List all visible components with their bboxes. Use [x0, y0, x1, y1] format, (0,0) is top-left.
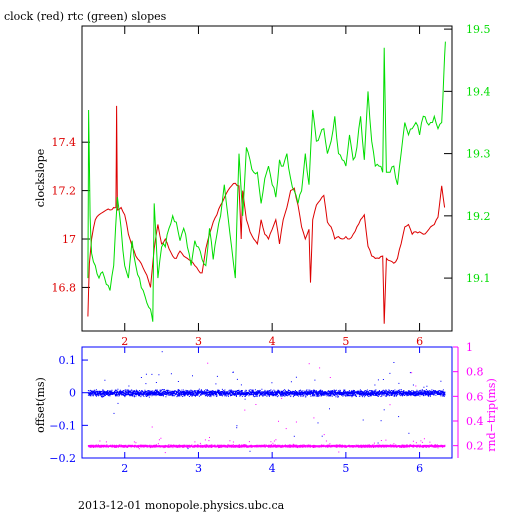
offset-outlier-point [401, 395, 403, 397]
offset-outlier-point [377, 442, 379, 444]
offset-outlier-point [236, 425, 238, 427]
rnd-trip-outlier-point [151, 426, 153, 428]
top-ylabel: clockslope [34, 149, 47, 207]
offset-outlier-point [329, 408, 330, 410]
offset-outlier-point [362, 419, 364, 421]
rnd-trip-outliers [138, 362, 439, 454]
rnd-trip-outlier-point [164, 452, 166, 454]
offset-outlier-point [380, 420, 382, 422]
rnd-trip-outlier-point [255, 404, 257, 405]
top-y2-tick-label: 19.5 [466, 23, 491, 36]
rnd-trip-outlier-point [209, 437, 210, 438]
bottom-y2-tick-label: 0.6 [466, 390, 484, 403]
offset-outlier-point [398, 416, 400, 418]
offset-outlier-point [249, 450, 251, 452]
top-x-tick-label: 5 [342, 335, 349, 348]
bottom-y-tick-label: −0.1 [49, 419, 76, 432]
bottom-ylabel: offset(ms) [34, 377, 47, 433]
top-x-tick-label: 6 [416, 335, 423, 348]
top-panel: 2 3 4 5 6 16.8 17 17.2 17.4 19.1 19.2 19.3 19.4 19.5 [52, 23, 491, 348]
bottom-y2-tick-label: 0.8 [466, 366, 484, 379]
offset-outliers [113, 351, 410, 452]
top-y-tick-label: 16.8 [52, 281, 77, 294]
bottom-y2-tick-label: 1 [466, 341, 473, 354]
rnd-trip-points [87, 437, 446, 449]
rnd-trip-outlier-point [281, 397, 283, 399]
top-x-tick-label: 4 [269, 335, 276, 348]
top-y-tick-label: 17.4 [52, 136, 77, 149]
bottom-y-tick-label: −0.2 [49, 452, 76, 465]
top-x-tick-label: 2 [121, 335, 128, 348]
rnd-trip-scatter [87, 362, 446, 454]
rnd-trip-outlier-point [313, 417, 315, 419]
bottom-x-tick-label: 5 [342, 462, 349, 475]
bottom-y2-tick-label: 0.4 [466, 415, 484, 428]
rtc-series-line [87, 41, 446, 322]
top-y2-tick-label: 19.4 [466, 85, 491, 98]
rnd-trip-outlier-point [411, 372, 413, 374]
top-y-tick-label: 17.2 [52, 185, 77, 198]
bottom-y2label: rnd−trip(ms) [485, 378, 498, 452]
bottom-x-tick-label: 6 [416, 462, 423, 475]
rnd-trip-outlier-point [207, 362, 209, 364]
rnd-trip-outlier-point [415, 385, 417, 387]
bottom-y-tick-label: 0.1 [59, 354, 77, 367]
bottom-y-tick-label: 0 [69, 387, 76, 400]
clock-series-line [87, 105, 446, 324]
offset-scatter [87, 351, 446, 452]
offset-outlier-point [383, 409, 385, 411]
bottom-x-tick-label: 4 [269, 462, 276, 475]
offset-outlier-point [236, 427, 238, 429]
rnd-trip-outlier-point [285, 428, 287, 430]
rnd-trip-outlier-point [295, 421, 297, 423]
rnd-trip-outlier-point [138, 448, 140, 450]
offset-outlier-point [408, 432, 410, 434]
rnd-trip-outlier-point [319, 367, 321, 369]
offset-outlier-point [393, 362, 395, 363]
rnd-trip-outlier-point [329, 377, 331, 378]
offset-outlier-point [192, 375, 193, 377]
top-y2-tick-label: 19.1 [466, 272, 491, 285]
bottom-plot-frame [81, 346, 453, 459]
rnd-trip-outlier-point [308, 363, 310, 365]
footer-text: 2013-12-01 monopole.physics.ubc.ca [78, 499, 285, 512]
rnd-trip-outlier-point [278, 420, 279, 422]
top-y2-tick-label: 19.3 [466, 148, 491, 161]
offset-points [87, 371, 446, 398]
offset-outlier-point [293, 435, 295, 437]
offset-outlier-point [317, 422, 319, 424]
rnd-trip-outlier-point [437, 447, 439, 449]
rnd-trip-outlier-point [244, 409, 246, 411]
top-y-tick-label: 17 [62, 233, 76, 246]
rnd-trip-outlier-point [292, 443, 294, 445]
top-x-tick-label: 3 [195, 335, 202, 348]
offset-outlier-point [321, 435, 323, 437]
rnd-trip-outlier-point [338, 451, 340, 453]
bottom-x-tick-label: 2 [121, 462, 128, 475]
offset-outlier-point [161, 351, 163, 353]
chart-title: clock (red) rtc (green) slopes [4, 10, 167, 23]
offset-outlier-point [343, 394, 345, 396]
rnd-trip-outlier-point [389, 404, 391, 406]
offset-outlier-point [187, 448, 189, 450]
top-plot-frame [81, 25, 453, 332]
offset-outlier-point [117, 402, 119, 404]
bottom-x-tick-label: 3 [195, 462, 202, 475]
bottom-panel: 2 3 4 5 6 −0.2 −0.1 0 0.1 0.2 0.4 0.6 0.8 1 [49, 341, 483, 475]
top-y2-tick-label: 19.2 [466, 210, 491, 223]
offset-outlier-point [113, 412, 115, 414]
rnd-trip-outlier-point [323, 434, 325, 436]
bottom-y2-tick-label: 0.2 [466, 440, 484, 453]
offset-outlier-point [244, 398, 246, 400]
